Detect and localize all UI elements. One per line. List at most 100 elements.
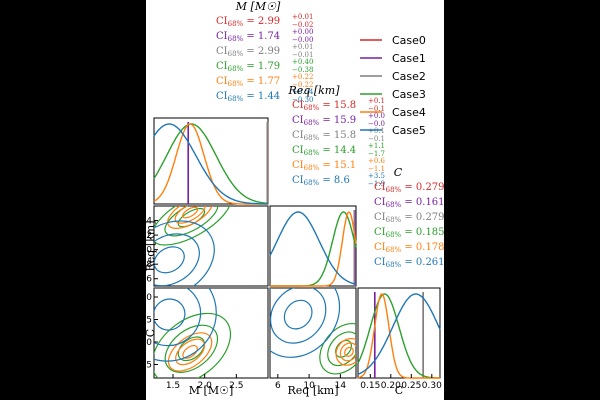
- ci-minus-Req-case4: −1.1: [368, 165, 385, 173]
- contour-Req-C-case5-2: [270, 288, 341, 358]
- contour-group-2-0: [154, 288, 232, 378]
- marginal-M-case3: [153, 123, 269, 205]
- contour-Req-C-case4-1: [339, 342, 356, 362]
- x-tick-label-M-2: 2.5: [229, 381, 243, 391]
- x-axis-label-M: M [M☉]: [189, 384, 233, 397]
- marginal-Req-case3: [270, 211, 357, 287]
- ci-minus-Req-case3: −1.7: [368, 150, 385, 158]
- ci-M-case0: CI68% = 2.99: [216, 16, 280, 28]
- ci-C-case4: CI68% = 0.178: [374, 242, 444, 254]
- ci-plus-M-case2: +0.01: [292, 43, 313, 51]
- panel-frame-0-0: [153, 117, 269, 205]
- ci-plus-M-case5: +0.54: [292, 88, 314, 96]
- contour-M-Req-case3-2: [154, 206, 232, 246]
- ci-M-case4: CI68% = 1.77: [216, 76, 280, 88]
- y-tick-label-Req-0: 6: [146, 275, 152, 285]
- x-tick-label-M-1: 2.0: [198, 381, 213, 391]
- y-tick-label-C-2: 0.25: [146, 316, 152, 326]
- marginal-M-case5: [153, 123, 268, 205]
- x-tick-label-C-0: 0.15: [360, 381, 380, 391]
- x-tick-label-Req-0: 6: [275, 381, 281, 391]
- ci-plus-Req-case0: +0.1: [368, 97, 385, 105]
- contour-M-C-case3-1: [164, 324, 219, 373]
- marginal-C-case4: [357, 293, 440, 379]
- marginal-Req-case4: [270, 211, 357, 287]
- corner-plot: 1.52.02.5610140.150.200.250.30681012140.…: [146, 0, 444, 397]
- ci-plus-M-case3: +0.40: [292, 58, 313, 66]
- x-axis-label-C: C: [395, 384, 403, 397]
- ci-M-case1: CI68% = 1.74: [216, 31, 280, 43]
- legend-label-case4: Case4: [392, 106, 426, 119]
- ci-C-case3: CI68% = 0.185: [374, 227, 444, 239]
- contour-M-Req-case5-0: [154, 246, 185, 274]
- legend-label-case5: Case5: [392, 124, 426, 137]
- ci-C-case2: CI68% = 0.279: [374, 212, 444, 224]
- panel-frame-2-0: [153, 287, 269, 379]
- ci-plus-Req-case4: +0.6: [368, 157, 386, 165]
- y-tick-label-Req-1: 8: [146, 260, 152, 270]
- x-tick-label-C-3: 0.30: [422, 381, 442, 391]
- ci-minus-Req-case2: −0.1: [368, 135, 385, 143]
- ci-minus-M-case3: −0.38: [292, 66, 313, 74]
- ci-Req-case0: CI68% = 15.8: [292, 100, 356, 112]
- ci-C-case0: CI68% = 0.279: [374, 182, 444, 194]
- y-axis-label-Req: Req [km]: [146, 220, 157, 271]
- marginal-C-case3: [357, 293, 441, 379]
- contour-M-Req-case4-2: [167, 206, 214, 229]
- marginal-Req-case5: [269, 211, 357, 285]
- y-tick-label-Req-3: 12: [146, 231, 152, 241]
- contour-group-1-0: [154, 206, 232, 286]
- ci-Req-case1: CI68% = 15.9: [292, 115, 356, 127]
- ci-plus-Req-case3: +1.1: [368, 142, 385, 150]
- panel-frame-1-1: [269, 205, 357, 287]
- contour-Req-C-case5-0: [283, 299, 313, 330]
- panel-frame-2-2: [357, 287, 441, 379]
- contour-M-C-case5-0: [154, 298, 186, 331]
- ci-plus-Req-case5: +3.5: [368, 172, 385, 180]
- ci-plus-Req-case2: +0.1: [368, 127, 385, 135]
- x-tick-label-Req-1: 10: [303, 381, 315, 391]
- contour-Req-C-case5-1: [270, 288, 327, 344]
- ci-Req-case2: CI68% = 15.8: [292, 130, 356, 142]
- contour-Req-C-case4-0: [344, 346, 354, 357]
- contour-Req-C-case3-1: [327, 331, 356, 367]
- contour-Req-C-case4-2: [335, 337, 356, 366]
- contour-M-Req-case4-0: [182, 206, 199, 219]
- legend-label-case2: Case2: [392, 70, 426, 83]
- ci-M-case5: CI68% = 1.44: [216, 91, 280, 103]
- x-axis-label-Req: Req [km]: [287, 384, 338, 397]
- ci-C-case1: CI68% = 0.161: [374, 197, 444, 209]
- legend: Case0 Case1 Case2 Case3 Case4 Case5: [360, 34, 426, 137]
- contour-M-C-case5-2: [154, 288, 217, 362]
- y-tick-label-C-0: 0.15: [146, 361, 152, 371]
- ci-minus-M-case0: −0.02: [292, 21, 313, 29]
- ci-plus-Req-case1: +0.0: [368, 112, 385, 120]
- marginal-M-case4: [153, 123, 268, 205]
- contour-M-C-case3-0: [177, 336, 205, 362]
- ci-minus-M-case1: −0.00: [292, 36, 313, 44]
- marginal-title-C: C: [394, 166, 403, 179]
- ci-Req-case4: CI68% = 15.1: [292, 160, 356, 172]
- y-tick-label-Req-4: 14: [146, 217, 152, 227]
- x-tick-label-M-0: 1.5: [166, 381, 180, 391]
- contour-group-2-1: [270, 288, 356, 375]
- legend-label-case0: Case0: [392, 34, 426, 47]
- x-tick-label-C-2: 0.25: [401, 381, 421, 391]
- ci-plus-M-case4: +0.22: [292, 73, 313, 81]
- contour-M-C-case3-2: [154, 312, 232, 378]
- ci-Req-case3: CI68% = 14.4: [292, 145, 356, 157]
- ci-plus-M-case1: +0.00: [292, 28, 313, 36]
- ci-minus-Req-case0: −0.1: [368, 105, 385, 113]
- contour-M-Req-case5-2: [154, 220, 215, 286]
- legend-label-case3: Case3: [392, 88, 426, 101]
- legend-label-case1: Case1: [392, 52, 426, 65]
- corner-plot-canvas: 1.52.02.5610140.150.200.250.30681012140.…: [146, 0, 444, 400]
- ci-minus-M-case4: −0.22: [292, 81, 313, 89]
- y-tick-label-Req-2: 10: [146, 246, 152, 256]
- marginal-title-Req: Req [km]: [287, 84, 340, 97]
- ci-minus-Req-case5: −1.9: [368, 180, 385, 188]
- marginal-title-M: M [M☉]: [235, 0, 281, 13]
- ci-minus-M-case5: −0.30: [292, 96, 313, 104]
- ci-minus-Req-case1: −0.0: [368, 120, 385, 128]
